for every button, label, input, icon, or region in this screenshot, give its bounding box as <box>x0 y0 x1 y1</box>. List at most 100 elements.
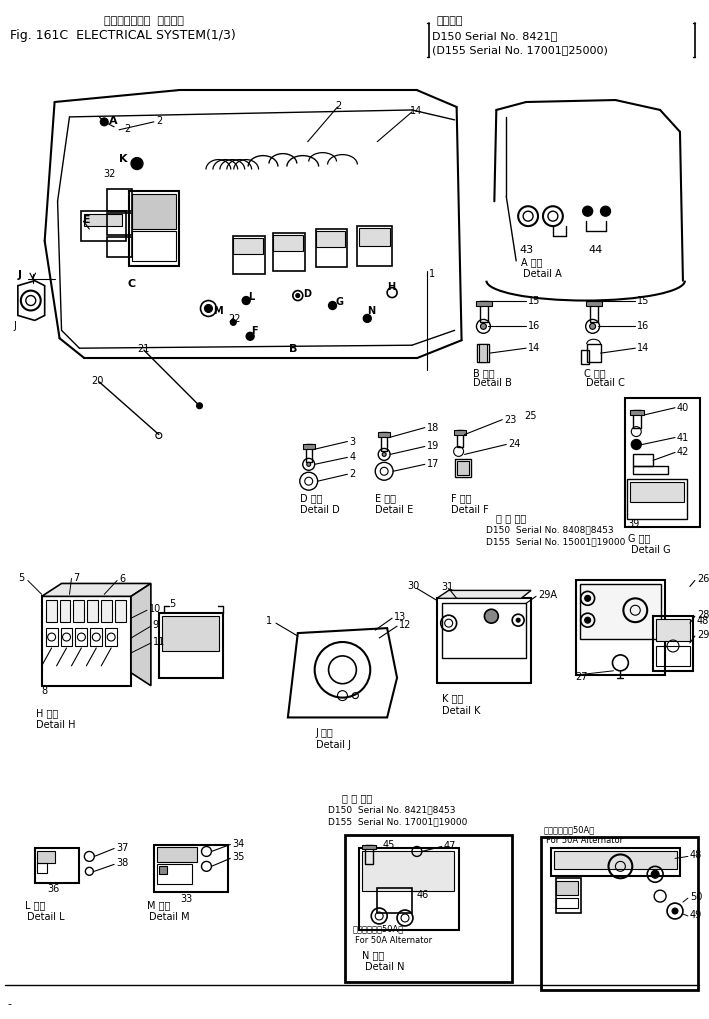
Text: 11: 11 <box>153 637 165 646</box>
Text: 10: 10 <box>149 603 161 613</box>
Text: C: C <box>127 278 135 288</box>
Circle shape <box>585 618 591 624</box>
Text: K 詳細: K 詳細 <box>442 693 463 703</box>
Circle shape <box>296 294 300 299</box>
Bar <box>590 302 598 323</box>
Text: 適用号機: 適用号機 <box>437 15 463 25</box>
Circle shape <box>382 453 386 457</box>
Text: E: E <box>84 215 91 225</box>
Circle shape <box>484 609 498 624</box>
Bar <box>35 849 79 883</box>
Text: F: F <box>251 326 258 336</box>
Bar <box>627 480 687 520</box>
Bar <box>306 445 312 463</box>
Bar <box>75 629 87 646</box>
Text: 25: 25 <box>524 411 537 420</box>
Bar <box>586 302 601 307</box>
Bar <box>84 215 122 227</box>
Bar <box>479 344 487 363</box>
Text: オルタネータ50A用: オルタネータ50A用 <box>352 923 403 932</box>
Text: E 詳細: E 詳細 <box>375 492 396 502</box>
Text: 12: 12 <box>399 620 411 630</box>
Text: 5: 5 <box>18 572 24 582</box>
Text: 43: 43 <box>519 245 533 255</box>
Bar <box>107 191 132 212</box>
Text: 29: 29 <box>697 630 709 640</box>
Bar <box>273 233 305 271</box>
Text: F 詳細: F 詳細 <box>451 492 471 502</box>
Text: A 詳細: A 詳細 <box>521 257 542 267</box>
Bar <box>477 344 489 363</box>
Text: B 詳細: B 詳細 <box>472 368 494 378</box>
Bar <box>580 585 661 639</box>
Bar <box>625 398 700 528</box>
Text: 14: 14 <box>637 342 649 353</box>
Text: D150  Serial No. 8421～8453: D150 Serial No. 8421～8453 <box>328 804 455 813</box>
Text: 29A: 29A <box>538 590 557 600</box>
Text: Detail B: Detail B <box>472 378 511 387</box>
Bar <box>303 445 315 450</box>
Text: Detail N: Detail N <box>365 961 405 971</box>
Bar <box>74 601 84 623</box>
Text: Detail F: Detail F <box>451 504 489 515</box>
Text: 4: 4 <box>350 452 355 462</box>
Text: 22: 22 <box>228 314 241 324</box>
Text: C 詳細: C 詳細 <box>584 368 605 378</box>
Text: 47: 47 <box>444 840 456 850</box>
Circle shape <box>672 908 678 914</box>
Bar <box>233 238 263 255</box>
Text: L: L <box>248 291 255 302</box>
Bar <box>581 351 588 365</box>
Bar <box>105 629 117 646</box>
Bar <box>378 432 390 437</box>
Circle shape <box>196 404 203 410</box>
Text: -: - <box>8 999 12 1009</box>
Text: 1: 1 <box>429 268 435 278</box>
Bar <box>551 849 680 876</box>
Bar <box>115 601 126 623</box>
Circle shape <box>328 303 337 310</box>
Text: オルタネータ50A用: オルタネータ50A用 <box>544 824 596 834</box>
Text: 30: 30 <box>407 581 419 591</box>
Circle shape <box>131 158 143 170</box>
Text: 34: 34 <box>233 838 245 848</box>
Bar <box>656 620 690 641</box>
Text: Detail H: Detail H <box>35 719 75 730</box>
Text: 17: 17 <box>427 459 439 469</box>
Text: 32: 32 <box>104 169 116 179</box>
Text: N: N <box>367 306 375 316</box>
Bar <box>633 411 641 428</box>
Bar <box>362 845 376 850</box>
Text: D155  Serial No. 17001～19000: D155 Serial No. 17001～19000 <box>328 816 467 825</box>
Bar <box>586 344 601 363</box>
Text: L 詳細: L 詳細 <box>25 899 45 909</box>
Bar <box>159 613 223 678</box>
Circle shape <box>590 324 596 330</box>
Text: 46: 46 <box>417 890 429 899</box>
Text: Detail G: Detail G <box>631 544 671 554</box>
Bar <box>82 212 126 242</box>
Text: 2: 2 <box>156 116 162 125</box>
Text: 36: 36 <box>48 883 60 894</box>
Bar <box>159 866 167 874</box>
Bar <box>630 411 644 416</box>
Text: N 詳細: N 詳細 <box>362 949 384 959</box>
Text: 45: 45 <box>382 839 394 849</box>
Circle shape <box>631 440 641 450</box>
Circle shape <box>585 596 591 602</box>
Text: 38: 38 <box>116 858 128 867</box>
Text: エレクトリカル  システム: エレクトリカル システム <box>104 15 184 25</box>
Text: Detail A: Detail A <box>523 268 562 278</box>
Text: 1: 1 <box>266 615 272 626</box>
Circle shape <box>230 320 236 326</box>
Bar <box>442 603 526 658</box>
Bar <box>381 432 387 452</box>
Text: 24: 24 <box>508 439 520 449</box>
Text: M: M <box>213 306 223 316</box>
Bar <box>437 599 531 683</box>
Text: A: A <box>109 116 118 125</box>
Text: 14: 14 <box>410 106 423 116</box>
Bar <box>556 878 581 913</box>
Bar <box>132 232 176 262</box>
Text: 39: 39 <box>627 519 640 529</box>
